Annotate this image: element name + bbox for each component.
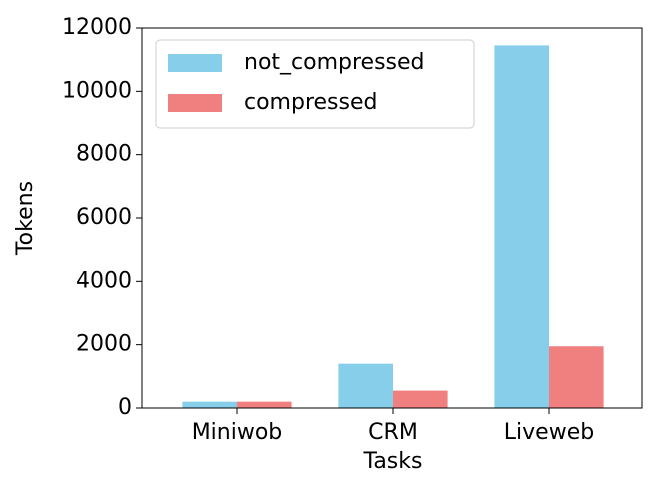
legend-swatch <box>168 54 222 72</box>
y-tick-label: 8000 <box>76 142 132 167</box>
bar <box>237 401 292 408</box>
legend-label: compressed <box>244 90 377 115</box>
bar <box>338 363 393 408</box>
legend-box <box>155 39 475 129</box>
x-axis-label: Tasks <box>363 449 423 474</box>
y-tick-label: 10000 <box>62 78 132 103</box>
bar <box>182 401 237 408</box>
x-tick-label: CRM <box>368 420 418 445</box>
bar <box>494 45 549 409</box>
y-tick-label: 12000 <box>62 15 132 40</box>
y-tick-label: 4000 <box>76 268 132 293</box>
bar <box>549 346 604 408</box>
y-axis-label: Tokens <box>13 181 38 256</box>
bar <box>393 390 448 408</box>
plot-frame <box>141 27 643 409</box>
y-tick-label: 2000 <box>76 332 132 357</box>
legend-label: not_compressed <box>244 50 425 75</box>
legend-swatch <box>168 94 222 112</box>
y-tick-label: 0 <box>118 395 132 420</box>
y-tick-label: 6000 <box>76 205 132 230</box>
x-tick-label: Liveweb <box>504 420 594 445</box>
x-tick-label: Miniwob <box>192 420 283 445</box>
